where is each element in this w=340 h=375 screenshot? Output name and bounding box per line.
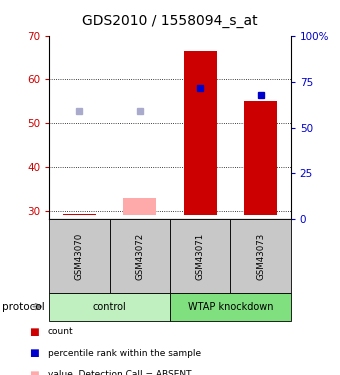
Text: ■: ■ [29, 370, 39, 375]
Bar [184, 51, 217, 215]
Text: GSM43070: GSM43070 [75, 232, 84, 280]
Text: percentile rank within the sample: percentile rank within the sample [48, 349, 201, 358]
Bar [123, 198, 156, 215]
Bar [63, 214, 96, 215]
Text: GSM43073: GSM43073 [256, 232, 265, 280]
Bar [244, 101, 277, 215]
Text: GDS2010 / 1558094_s_at: GDS2010 / 1558094_s_at [82, 13, 258, 28]
Text: count: count [48, 327, 73, 336]
Text: protocol: protocol [2, 302, 45, 312]
Text: WTAP knockdown: WTAP knockdown [188, 302, 273, 312]
Text: ■: ■ [29, 327, 39, 337]
Text: ■: ■ [29, 348, 39, 358]
Text: value, Detection Call = ABSENT: value, Detection Call = ABSENT [48, 370, 191, 375]
Text: GSM43072: GSM43072 [135, 232, 144, 280]
Text: GSM43071: GSM43071 [196, 232, 205, 280]
Text: control: control [93, 302, 126, 312]
